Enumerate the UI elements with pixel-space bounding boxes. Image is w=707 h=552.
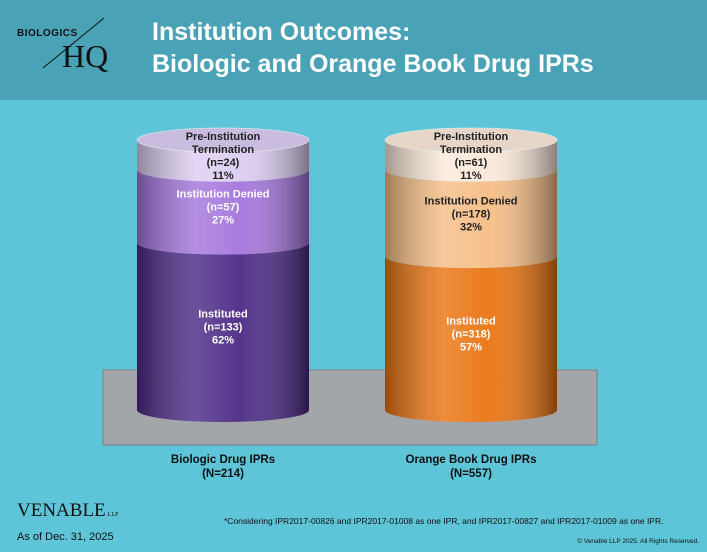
count-label: (n=61) — [454, 156, 488, 169]
firm-logo: VENABLE LLP — [17, 500, 118, 522]
value-label: 27% — [211, 214, 235, 227]
count-label: (n=133) — [203, 321, 243, 334]
copyright: © Venable LLP 2025. All Rights Reserved. — [577, 538, 699, 545]
segment-label: Pre-Institution Termination (n=24) 11% — [163, 131, 283, 183]
chart-subtitle: Biologic and Orange Book Drug IPRs — [152, 50, 594, 78]
segment-label: Institution Denied (n=57) 27% — [163, 189, 283, 228]
logo-mark: HQ — [62, 38, 109, 74]
cylinder-top — [384, 127, 558, 153]
series-name: Pre-Institution Termination — [433, 130, 509, 156]
series-name: Pre-Institution Termination — [185, 130, 261, 156]
x-tick-label: Biologic Drug IPRs — [170, 454, 276, 466]
value-label: 62% — [211, 334, 235, 347]
cylinder-top — [136, 127, 310, 153]
value-label: 11% — [212, 169, 234, 182]
segment-label: Institution Denied (n=178) 32% — [411, 195, 531, 234]
series-name: Instituted — [446, 315, 496, 328]
shading — [137, 169, 309, 255]
firm-suffix: LLP — [107, 512, 119, 518]
logo-text: BIOLOGICS — [17, 28, 78, 39]
segment-label: Instituted (n=133) 62% — [163, 309, 283, 348]
header: BIOLOGICS HQ Institution Outcomes: Biolo… — [0, 0, 707, 100]
firm-name: VENABLE — [17, 500, 106, 521]
count-label: (n=24) — [206, 156, 240, 169]
top-shade — [137, 128, 309, 152]
series-name: Institution Denied — [424, 195, 518, 208]
as-of: As of Dec. 31, 2025 — [17, 531, 114, 543]
segment-label: Instituted (n=318) 57% — [411, 316, 531, 355]
footnote: *Considering IPR2017-00826 and IPR2017-0… — [224, 516, 664, 526]
total-label: (N=214) — [202, 468, 244, 480]
shading — [385, 169, 557, 269]
logo-slash — [42, 17, 105, 69]
value-label: 32% — [459, 221, 483, 234]
series-name: Instituted — [198, 308, 248, 321]
count-label: (n=57) — [206, 201, 240, 214]
count-label: (n=178) — [451, 208, 491, 221]
chart-title: Institution Outcomes: — [152, 18, 411, 46]
x-tick-label: Orange Book Drug IPRs — [405, 454, 537, 466]
total-label: (N=557) — [450, 468, 492, 480]
segment-label: Pre-Institution Termination (n=61) 11% — [411, 131, 531, 183]
series-name: Institution Denied — [176, 188, 270, 201]
value-label: 11% — [460, 169, 482, 182]
shading — [385, 256, 557, 422]
value-label: 57% — [459, 341, 483, 354]
shading — [137, 242, 309, 422]
count-label: (n=318) — [451, 328, 491, 341]
top-shade — [385, 128, 557, 152]
